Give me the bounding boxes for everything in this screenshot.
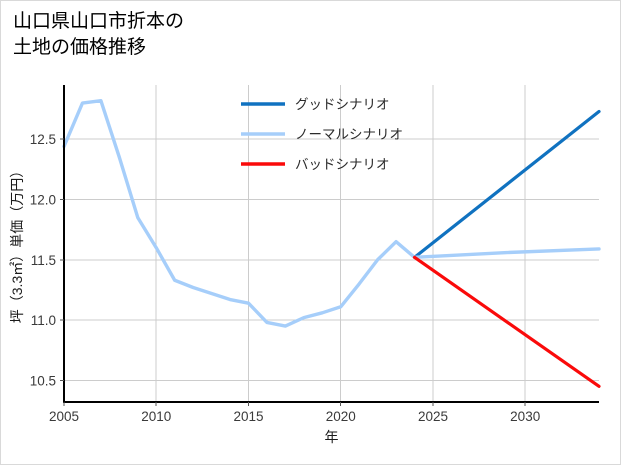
x-tick-label: 2020 xyxy=(326,409,356,424)
x-tick-label: 2010 xyxy=(141,409,171,424)
x-tick-label: 2015 xyxy=(233,409,263,424)
legend-item: ノーマルシナリオ xyxy=(241,127,403,142)
x-tick-label: 2030 xyxy=(510,409,540,424)
series-line-1 xyxy=(62,98,601,328)
y-axis-title: 坪（3.3㎡）単価（万円） xyxy=(9,164,25,323)
page-title: 山口県山口市折本の 土地の価格推移 xyxy=(13,11,185,58)
y-tick-label: 12.0 xyxy=(30,193,56,208)
y-tick-label: 11.0 xyxy=(31,313,56,328)
legend-item: バッドシナリオ xyxy=(241,157,390,172)
y-tick-label: 10.5 xyxy=(30,373,56,388)
series-line-0 xyxy=(412,109,601,259)
x-axis-title: 年 xyxy=(325,429,339,445)
y-tick-label: 12.5 xyxy=(30,132,56,147)
legend-label: ノーマルシナリオ xyxy=(295,127,403,142)
legend-label: バッドシナリオ xyxy=(295,157,390,172)
legend-item: グッドシナリオ xyxy=(241,97,390,112)
x-tick-label: 2025 xyxy=(418,409,448,424)
x-tick-label: 2005 xyxy=(49,409,79,424)
legend-label: グッドシナリオ xyxy=(295,97,390,112)
y-tick-label: 11.5 xyxy=(31,253,56,268)
series-line-2 xyxy=(412,255,601,388)
